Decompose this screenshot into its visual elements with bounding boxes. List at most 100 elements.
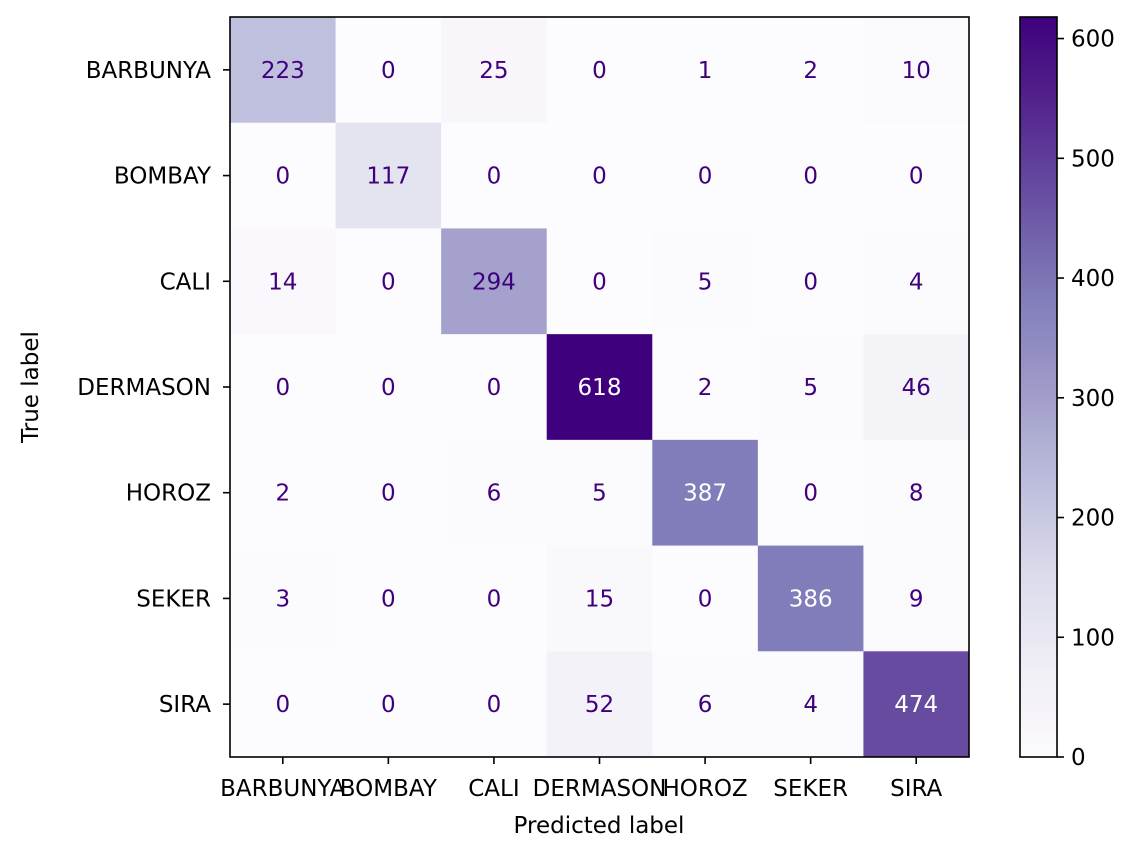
cell-value-label: 6 (698, 692, 713, 718)
heatmap-cell (652, 17, 759, 124)
cell-value-label: 387 (683, 481, 727, 507)
x-tick-label: SIRA (890, 776, 942, 802)
cell-value-label: 9 (909, 586, 924, 612)
cell-value-label: 14 (268, 269, 297, 295)
heatmap-cell (230, 17, 337, 124)
cell-value-label: 4 (803, 692, 818, 718)
colorbar-tick-label: 100 (1071, 625, 1115, 651)
x-tick-label: BARBUNYA (220, 776, 346, 802)
cell-value-label: 386 (789, 586, 833, 612)
heatmap-cell (757, 228, 864, 335)
cell-value-label: 0 (803, 164, 818, 190)
heatmap-cell (230, 439, 337, 547)
cell-value-label: 1 (698, 58, 713, 84)
cell-value-label: 2 (275, 481, 290, 507)
cell-value-label: 0 (803, 481, 818, 507)
heatmap-cell (546, 228, 653, 335)
y-tick-label: SIRA (159, 692, 211, 718)
cell-value-label: 0 (381, 375, 396, 401)
heatmap-cell (863, 122, 970, 229)
y-tick-label: SEKER (136, 586, 211, 612)
cell-value-label: 0 (698, 586, 713, 612)
colorbar (1019, 16, 1058, 758)
colorbar-ticks: 0 100 200 300 400 500 600 (1057, 27, 1115, 771)
cell-value-label: 223 (261, 58, 305, 84)
heatmap-cell (335, 545, 442, 652)
x-tick-label: HOROZ (662, 776, 747, 802)
cell-value-label: 2 (698, 375, 713, 401)
cell-value-label: 10 (902, 58, 931, 84)
heatmap-cell (863, 439, 970, 547)
cell-value-label: 0 (381, 586, 396, 612)
heatmap-cell (441, 17, 548, 124)
colorbar-tick-label: 200 (1071, 506, 1115, 532)
heatmap-cell (863, 545, 970, 652)
heatmap-cell (546, 334, 653, 441)
cell-value-label: 15 (585, 586, 614, 612)
cell-value-label: 0 (381, 481, 396, 507)
cell-value-label: 0 (381, 692, 396, 718)
heatmap-cell (441, 439, 548, 547)
cell-value-label: 5 (698, 269, 713, 295)
y-tick-label: DERMASON (77, 375, 211, 401)
y-tick-label: CALI (160, 269, 211, 295)
heatmap-cell (230, 122, 337, 229)
cell-value-label: 117 (366, 164, 410, 190)
x-tick-label: CALI (468, 776, 519, 802)
heatmap-cell (441, 651, 548, 758)
heatmap-cell (230, 228, 337, 335)
heatmap-cell (757, 122, 864, 229)
cell-value-label: 474 (894, 692, 938, 718)
heatmap-cell (546, 439, 653, 547)
heatmap-cell (757, 439, 864, 547)
colorbar-tick-label: 600 (1071, 27, 1115, 53)
cell-value-label: 6 (487, 481, 502, 507)
heatmap-cell (546, 122, 653, 229)
cell-value-label: 46 (902, 375, 931, 401)
y-tick-label: HOROZ (126, 481, 211, 507)
cell-value-label: 0 (592, 269, 607, 295)
heatmap-cell (863, 17, 970, 124)
cell-value-label: 3 (275, 586, 290, 612)
cell-value-label: 0 (381, 58, 396, 84)
cell-value-label: 2 (803, 58, 818, 84)
heatmap-cell (335, 228, 442, 335)
cell-value-label: 0 (592, 164, 607, 190)
heatmap-cell (757, 334, 864, 441)
heatmap-cell (652, 122, 759, 229)
y-tick-label: BARBUNYA (86, 58, 212, 84)
heatmap-cell (335, 439, 442, 547)
heatmap-cell (757, 545, 864, 652)
cell-value-label: 294 (472, 269, 516, 295)
cell-value-label: 0 (698, 164, 713, 190)
heatmap-cell (652, 228, 759, 335)
cell-value-label: 0 (487, 375, 502, 401)
heatmap-cell (546, 545, 653, 652)
heatmap-cell (335, 17, 442, 124)
heatmap-cell (757, 651, 864, 758)
heatmap-cell (230, 334, 337, 441)
y-axis-title: True label (18, 331, 44, 444)
x-tick-label: SEKER (773, 776, 848, 802)
heatmap-cell (441, 228, 548, 335)
heatmap-cell (335, 122, 442, 229)
cell-value-label: 0 (381, 269, 396, 295)
heatmap-cell (652, 651, 759, 758)
cell-value-label: 0 (275, 692, 290, 718)
y-tick-label: BOMBAY (114, 164, 212, 190)
colorbar-tick-label: 500 (1071, 146, 1115, 172)
heatmap-cell (863, 334, 970, 441)
heatmap-cell (652, 439, 759, 547)
colorbar-tick-label: 300 (1071, 386, 1115, 412)
heatmap-cell (230, 651, 337, 758)
cell-value-label: 52 (585, 692, 614, 718)
cell-value-label: 0 (275, 164, 290, 190)
heatmap-cell (441, 334, 548, 441)
heatmap-cell (652, 545, 759, 652)
heatmap-cell (441, 122, 548, 229)
cell-value-label: 5 (592, 481, 607, 507)
x-tick-label: BOMBAY (340, 776, 438, 802)
cell-value-label: 0 (803, 269, 818, 295)
